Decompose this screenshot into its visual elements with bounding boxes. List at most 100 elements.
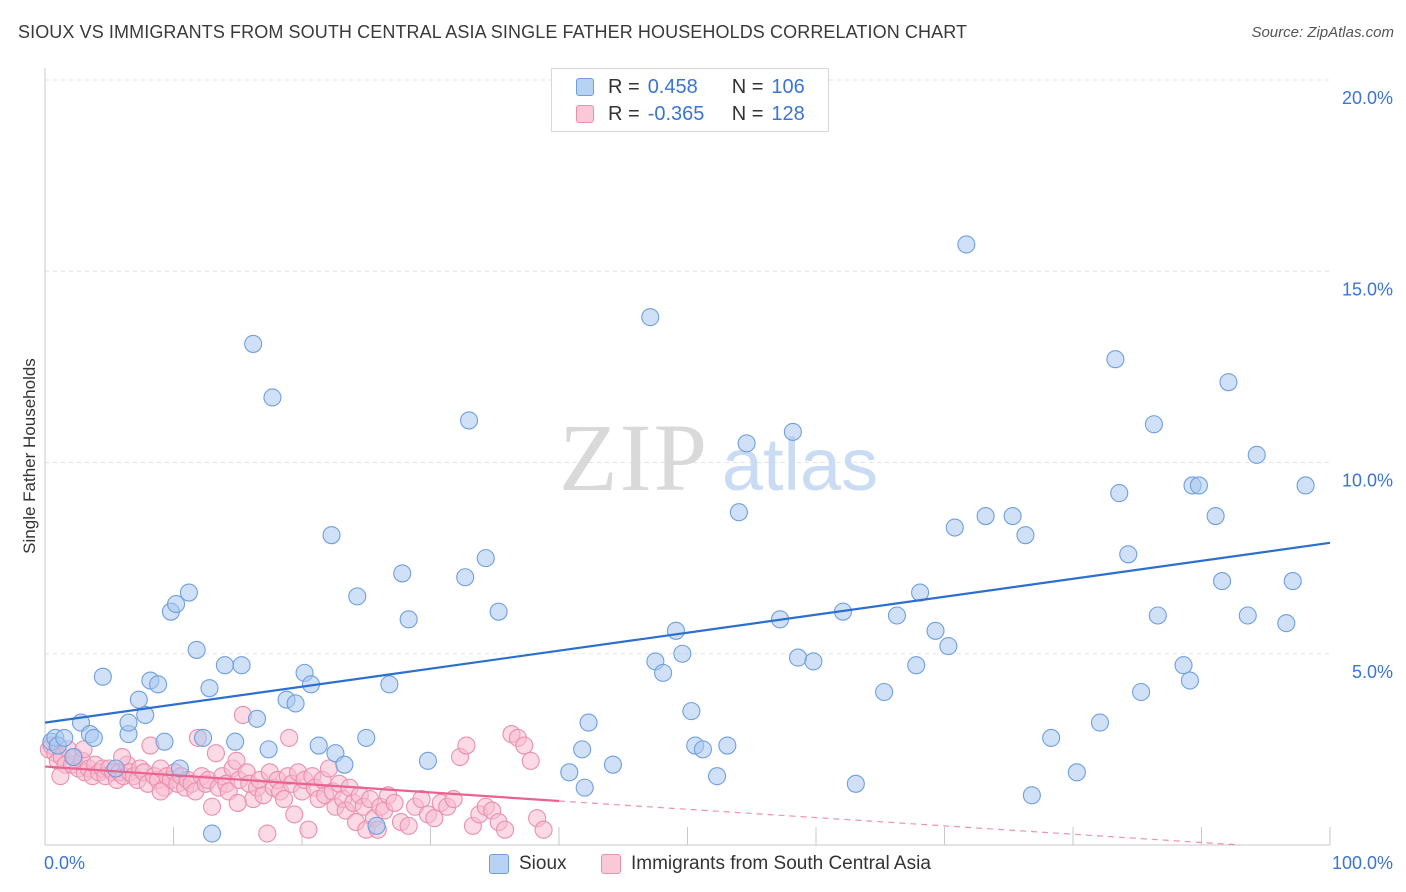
sioux-point — [1016, 526, 1035, 545]
sioux-point — [399, 610, 418, 629]
legend-row-sioux: R = 0.458 N = 106 — [576, 75, 805, 99]
sioux-point — [1144, 415, 1164, 434]
r-label: R = — [608, 102, 640, 125]
sioux-swatch — [576, 78, 594, 96]
immigrants-point — [280, 728, 299, 747]
sioux-point — [579, 713, 598, 732]
sioux-point — [641, 308, 660, 327]
sioux-point — [200, 679, 219, 698]
sioux-point — [788, 648, 808, 667]
trend-lines — [44, 541, 1331, 846]
sioux-point — [226, 732, 245, 751]
sioux-point — [418, 751, 437, 770]
sioux-point — [708, 767, 727, 786]
legend-row-immigrants: R = -0.365 N = 128 — [576, 102, 805, 126]
immigrants-point — [515, 736, 534, 755]
immigrants-point — [203, 797, 222, 816]
immigrants-point — [521, 751, 540, 770]
y-tick-label: 15.0% — [1342, 279, 1393, 299]
sioux-points — [42, 235, 1315, 843]
sioux-point — [106, 759, 125, 778]
immigrants-point — [274, 790, 294, 809]
source-label: Source: ZipAtlas.com — [1251, 24, 1394, 41]
sioux-point — [1238, 606, 1257, 625]
chart-title: SIOUX VS IMMIGRANTS FROM SOUTH CENTRAL A… — [18, 22, 968, 42]
sioux-point — [957, 235, 976, 254]
sioux-point — [84, 728, 103, 747]
y-axis-label: Single Father Households — [20, 358, 39, 554]
n-value: 106 — [771, 75, 805, 98]
sioux-point — [149, 675, 168, 694]
y-tick-label: 20.0% — [1342, 88, 1393, 108]
immigrants-legend-swatch — [601, 854, 621, 874]
immigrants-point — [319, 759, 339, 778]
sioux-point — [393, 564, 412, 583]
immigrants-point — [385, 793, 404, 812]
sioux-point — [194, 728, 213, 747]
sioux-point — [1174, 656, 1193, 675]
sioux-point — [560, 763, 579, 782]
tick-labels: 5.0% 10.0% 15.0% 20.0% 0.0% 100.0% — [44, 88, 1393, 873]
sioux-point — [1132, 682, 1151, 702]
legend-sioux: Sioux — [489, 850, 567, 878]
sioux-point — [1189, 476, 1208, 495]
sioux-point — [1148, 606, 1167, 625]
sioux-point — [459, 411, 479, 430]
immigrants-point — [425, 809, 444, 828]
sioux-point — [666, 621, 685, 640]
sioux-point — [259, 740, 278, 759]
n-value: 128 — [771, 102, 805, 125]
sioux-point — [179, 583, 198, 602]
sioux-point — [136, 705, 155, 725]
immigrants-trend-line — [44, 765, 560, 803]
sioux-point — [682, 702, 701, 721]
sioux-point — [167, 594, 186, 614]
immigrants-trend-extension — [558, 800, 1241, 846]
immigrants-point — [151, 782, 170, 801]
sioux-point — [1296, 476, 1315, 495]
immigrants-point — [299, 820, 318, 839]
r-value: -0.365 — [647, 102, 705, 125]
immigrants-point — [495, 820, 515, 839]
sioux-point — [456, 568, 475, 587]
sioux-point — [718, 736, 737, 755]
sioux-point — [489, 602, 508, 621]
sioux-point — [1247, 445, 1266, 464]
immigrants-point — [206, 744, 225, 763]
y-tick-label: 5.0% — [1352, 662, 1393, 682]
r-label: R = — [608, 75, 640, 98]
sioux-point — [1119, 545, 1138, 564]
immigrants-legend-label: Immigrants from South Central Asia — [631, 853, 931, 874]
sioux-point — [55, 728, 74, 747]
sioux-point — [575, 778, 594, 797]
sioux-point — [945, 518, 964, 537]
sioux-point — [357, 728, 376, 747]
sioux-point — [263, 388, 282, 407]
immigrants-point — [228, 793, 247, 812]
immigrants-point — [399, 816, 418, 835]
immigrants-point — [227, 751, 246, 770]
sioux-point — [603, 755, 623, 774]
sioux-point — [286, 694, 305, 713]
sioux-point — [1110, 484, 1129, 503]
sioux-point — [846, 774, 865, 793]
sioux-legend-label: Sioux — [519, 853, 567, 874]
sioux-point — [247, 709, 267, 728]
sioux-point — [380, 675, 399, 694]
sioux-point — [367, 816, 386, 835]
sioux-point — [348, 587, 367, 606]
sioux-point — [1180, 671, 1199, 690]
sioux-point — [939, 637, 958, 656]
sioux-point — [926, 621, 945, 640]
sioux-point — [1067, 763, 1086, 782]
sioux-point — [64, 747, 83, 767]
watermark-zip: ZIP — [559, 404, 709, 511]
sioux-point — [187, 640, 206, 659]
sioux-point — [1090, 713, 1110, 732]
sioux-point — [1022, 786, 1041, 805]
sioux-point — [875, 682, 894, 702]
immigrants-point — [412, 790, 431, 809]
sioux-point — [976, 506, 995, 526]
sioux-point — [887, 606, 907, 625]
sioux-point — [476, 549, 495, 568]
